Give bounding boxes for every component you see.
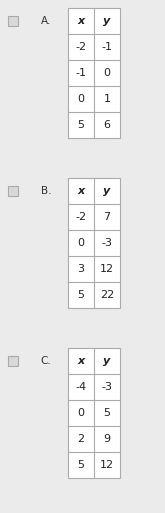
Text: 7: 7 (103, 212, 111, 222)
Text: 2: 2 (77, 434, 84, 444)
Text: 22: 22 (100, 290, 114, 300)
Text: -1: -1 (101, 42, 113, 52)
Text: 6: 6 (103, 120, 111, 130)
FancyBboxPatch shape (8, 16, 18, 26)
Text: -4: -4 (75, 382, 87, 392)
FancyBboxPatch shape (68, 8, 120, 138)
Text: x: x (77, 356, 84, 366)
Text: -3: -3 (101, 382, 113, 392)
Text: 12: 12 (100, 460, 114, 470)
Text: 0: 0 (103, 68, 111, 78)
Text: 5: 5 (78, 460, 84, 470)
Text: -2: -2 (75, 42, 87, 52)
Text: y: y (103, 356, 111, 366)
Text: -3: -3 (101, 238, 113, 248)
FancyBboxPatch shape (8, 356, 18, 366)
Text: 0: 0 (78, 94, 84, 104)
Text: y: y (103, 186, 111, 196)
Text: -2: -2 (75, 212, 87, 222)
Text: x: x (77, 186, 84, 196)
FancyBboxPatch shape (8, 186, 18, 196)
Text: 3: 3 (78, 264, 84, 274)
Text: 1: 1 (103, 94, 111, 104)
Text: 0: 0 (78, 408, 84, 418)
Text: 5: 5 (103, 408, 111, 418)
FancyBboxPatch shape (68, 178, 120, 308)
Text: 9: 9 (103, 434, 111, 444)
Text: A.: A. (41, 16, 51, 26)
Text: 5: 5 (78, 290, 84, 300)
Text: 5: 5 (78, 120, 84, 130)
Text: 0: 0 (78, 238, 84, 248)
Text: x: x (77, 16, 84, 26)
FancyBboxPatch shape (68, 348, 120, 478)
Text: 12: 12 (100, 264, 114, 274)
Text: y: y (103, 16, 111, 26)
Text: B.: B. (41, 186, 51, 196)
Text: C.: C. (41, 356, 51, 366)
Text: -1: -1 (76, 68, 86, 78)
